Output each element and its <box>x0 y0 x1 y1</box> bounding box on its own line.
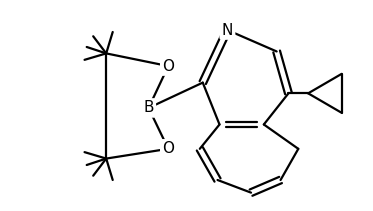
Text: O: O <box>162 141 174 156</box>
Text: O: O <box>162 59 174 74</box>
Text: N: N <box>222 23 233 38</box>
Text: B: B <box>143 100 154 115</box>
